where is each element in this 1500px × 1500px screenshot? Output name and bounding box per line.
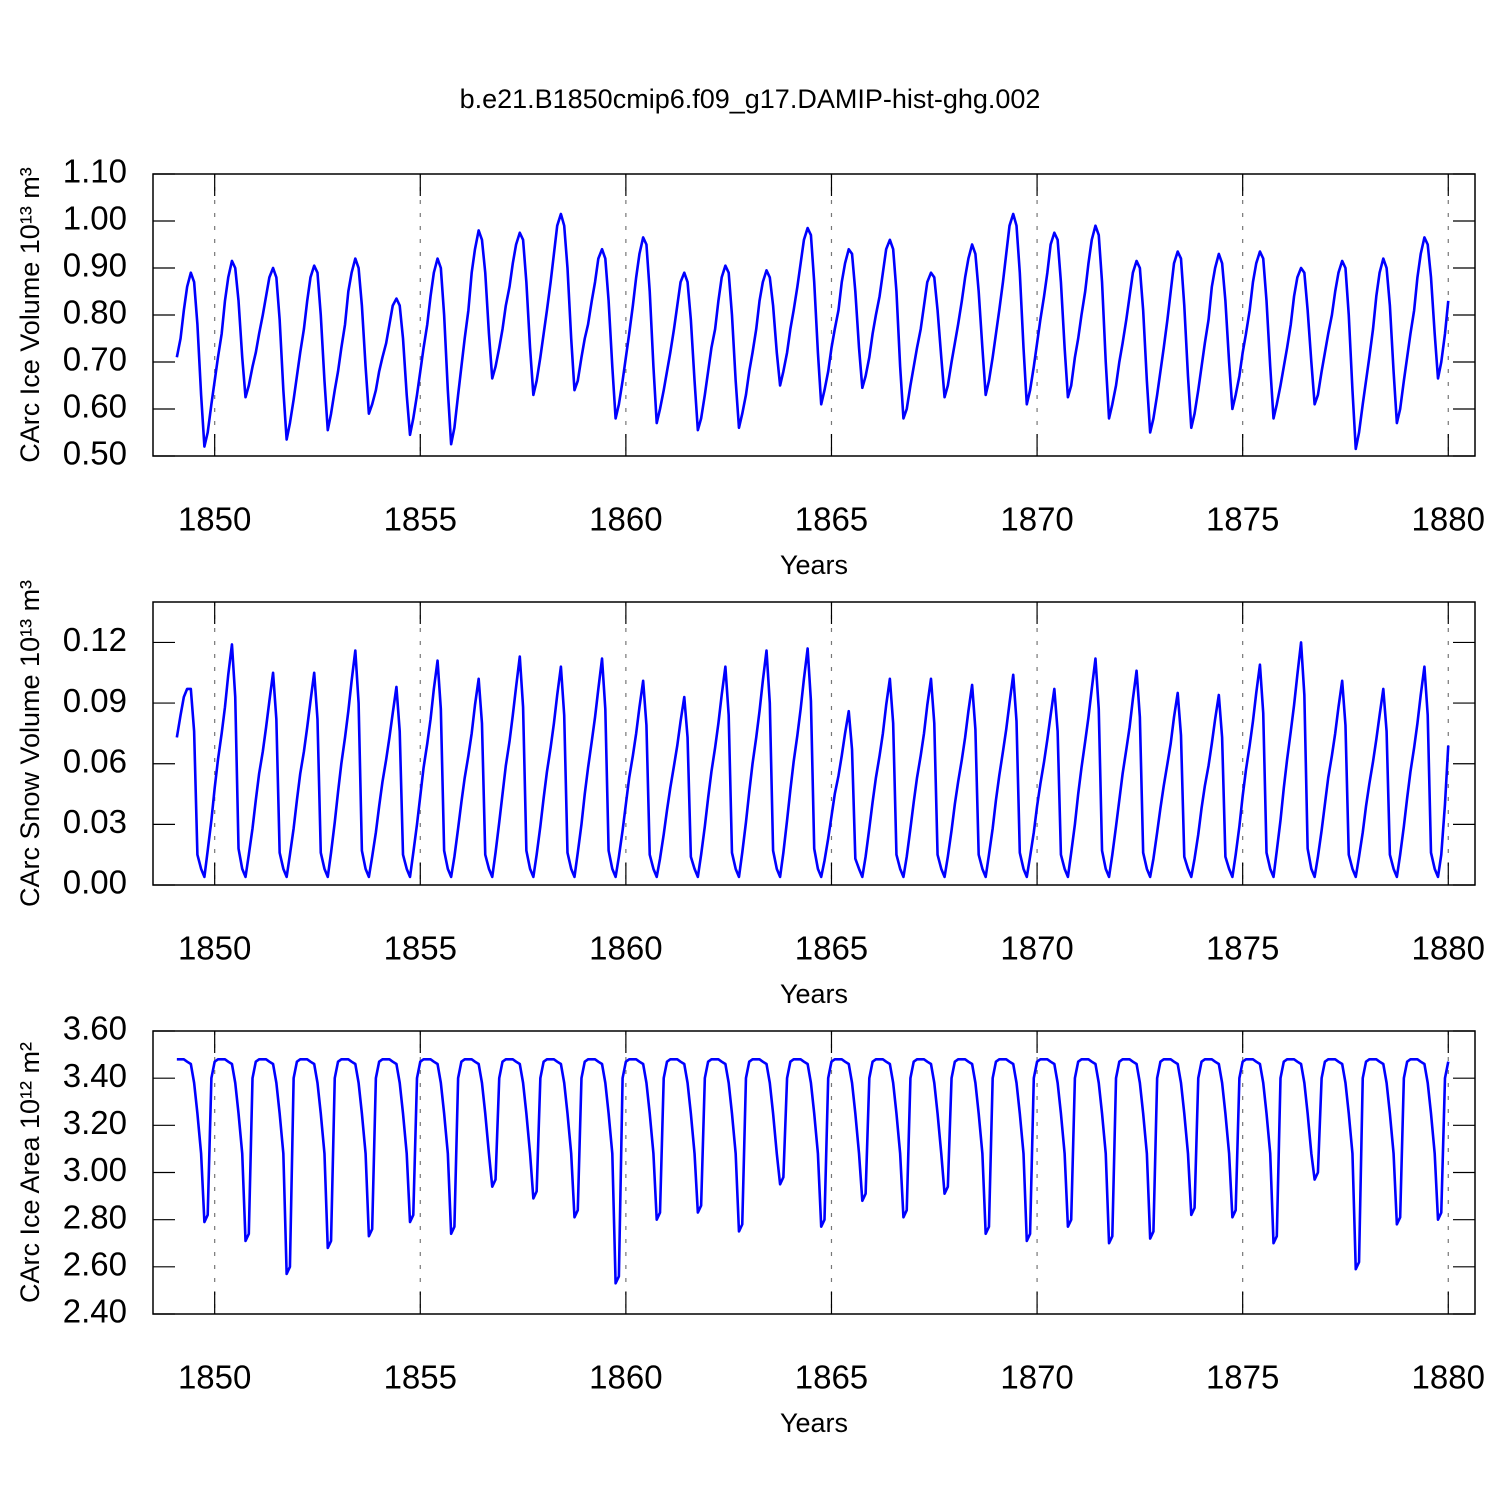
x-tick-label: 1870	[1000, 1359, 1073, 1396]
y-tick-label: 0.09	[63, 682, 127, 719]
x-tick-label: 1875	[1206, 1359, 1279, 1396]
x-tick-label: 1860	[589, 930, 662, 967]
x-tick-label: 1865	[795, 930, 868, 967]
y-tick-label: 1.10	[63, 153, 127, 190]
y-tick-label: 0.50	[63, 435, 127, 472]
x-tick-label: 1860	[589, 501, 662, 538]
plot-frame	[152, 173, 1476, 457]
x-tick-label: 1875	[1206, 501, 1279, 538]
x-axis-label: Years	[780, 550, 848, 580]
x-tick-label: 1865	[795, 501, 868, 538]
y-tick-label: 0.70	[63, 341, 127, 378]
x-tick-label: 1855	[384, 501, 457, 538]
x-tick-label: 1865	[795, 1359, 868, 1396]
x-axis-label: Years	[780, 979, 848, 1009]
y-tick-label: 2.60	[63, 1246, 127, 1283]
y-tick-label: 1.00	[63, 200, 127, 237]
x-tick-label: 1850	[178, 930, 251, 967]
y-axis-label: CArc Ice Volume 10¹³ m³	[15, 167, 45, 463]
x-tick-label: 1880	[1412, 1359, 1485, 1396]
chart-title: b.e21.B1850cmip6.f09_g17.DAMIP-hist-ghg.…	[460, 84, 1041, 114]
data-line	[176, 1058, 1450, 1285]
data-line	[175, 212, 1450, 451]
y-tick-label: 3.60	[63, 1010, 127, 1047]
y-tick-label: 3.00	[63, 1151, 127, 1188]
y-axis-label: CArc Snow Volume 10¹³ m³	[15, 580, 45, 907]
data-line	[175, 641, 1450, 879]
y-tick-label: 0.03	[63, 803, 127, 840]
x-tick-label: 1860	[589, 1359, 662, 1396]
x-tick-label: 1850	[178, 1359, 251, 1396]
y-tick-label: 2.40	[63, 1293, 127, 1330]
y-tick-label: 0.90	[63, 247, 127, 284]
x-tick-label: 1855	[384, 1359, 457, 1396]
y-tick-label: 0.06	[63, 742, 127, 779]
y-tick-label: 0.80	[63, 294, 127, 331]
plot-frame	[152, 601, 1476, 886]
y-axis-label: CArc Ice Area 10¹² m²	[15, 1042, 45, 1303]
y-tick-label: 0.00	[63, 864, 127, 901]
plot-frame	[152, 1030, 1476, 1315]
x-tick-label: 1875	[1206, 930, 1279, 967]
x-tick-label: 1880	[1412, 930, 1485, 967]
x-tick-label: 1870	[1000, 501, 1073, 538]
x-axis-label: Years	[780, 1408, 848, 1438]
x-tick-label: 1880	[1412, 501, 1485, 538]
y-tick-label: 3.40	[63, 1057, 127, 1094]
x-tick-label: 1870	[1000, 930, 1073, 967]
y-tick-label: 0.12	[63, 621, 127, 658]
y-tick-label: 3.20	[63, 1104, 127, 1141]
y-tick-label: 0.60	[63, 388, 127, 425]
y-tick-label: 2.80	[63, 1198, 127, 1235]
x-tick-label: 1850	[178, 501, 251, 538]
x-tick-label: 1855	[384, 930, 457, 967]
